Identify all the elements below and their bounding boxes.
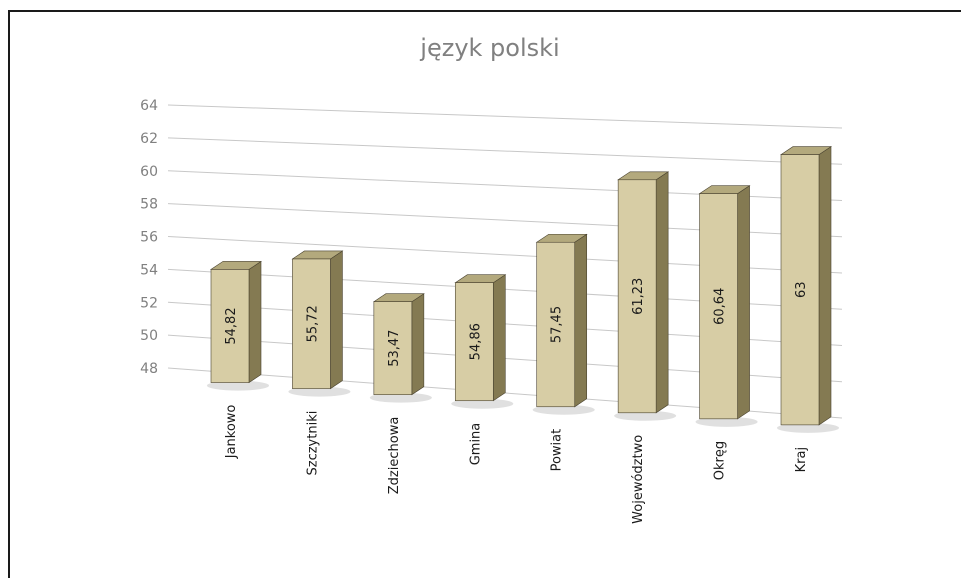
y-tick-label: 56 <box>140 230 158 246</box>
bar: 61,23 <box>614 171 677 421</box>
chart-frame: 48 50 52 54 56 58 60 62 64 54,82 55,72 53,47 54,86 5… <box>8 10 961 578</box>
bar-front <box>617 179 657 414</box>
x-axis-categories: Jankowo Szczytniki Zdziechowa Gmina Powiat Wo… <box>224 405 809 524</box>
bar: 60,64 <box>695 185 758 427</box>
y-tick-label: 50 <box>140 328 158 344</box>
gridline <box>167 137 843 165</box>
bars: 54,82 55,72 53,47 54,86 57,45 61,23 60,64 63 <box>207 146 839 433</box>
bar-value-label: 53,47 <box>387 330 402 367</box>
bar: 54,82 <box>207 260 269 391</box>
bar: 55,72 <box>288 250 351 397</box>
bar-side <box>737 185 750 420</box>
x-category-label: Gmina <box>468 423 483 466</box>
bar-shadow <box>207 380 269 391</box>
bar-front <box>292 258 331 389</box>
bar: 53,47 <box>369 293 432 403</box>
bar-side <box>655 171 669 414</box>
y-tick-label: 64 <box>140 98 158 114</box>
x-category-label: Zdziechowa <box>387 417 402 495</box>
bar: 54,86 <box>451 274 514 409</box>
bar-side <box>818 146 832 426</box>
x-category-label: Okręg <box>713 441 728 480</box>
bar-value-label: 54,82 <box>224 307 239 344</box>
bar-shadow <box>532 404 595 415</box>
bar-shadow <box>288 386 351 397</box>
bar: 57,45 <box>532 233 595 415</box>
bar-side <box>330 250 343 390</box>
x-category-label: Kraj <box>794 447 809 472</box>
bar-front <box>373 301 413 395</box>
gridline <box>167 104 843 129</box>
y-axis-ticks: 48 50 52 54 56 58 60 62 64 <box>140 98 158 377</box>
bar-front <box>536 241 576 408</box>
bar-shadow <box>369 392 432 403</box>
bar-value-label: 60,64 <box>713 288 728 325</box>
x-category-label: Szczytniki <box>305 411 320 476</box>
y-tick-label: 52 <box>140 295 158 311</box>
gridlines <box>167 104 843 419</box>
bar-value-label: 57,45 <box>550 306 565 343</box>
bar-front <box>780 154 820 426</box>
bar-shadow <box>695 416 758 427</box>
bar-shadow <box>777 422 839 433</box>
bar-side <box>411 293 425 396</box>
bar-front <box>454 282 494 402</box>
bar-side <box>248 260 262 384</box>
y-tick-label: 60 <box>140 164 158 180</box>
bar-shadow <box>614 410 677 421</box>
x-category-label: Jankowo <box>224 405 239 460</box>
bar-side <box>574 233 588 408</box>
bar-value-label: 54,86 <box>468 323 483 360</box>
bar-front <box>210 269 250 383</box>
y-tick-label: 54 <box>140 262 158 278</box>
bar-value-label: 55,72 <box>305 305 320 342</box>
x-category-label: Powiat <box>550 429 565 472</box>
bar-front <box>699 193 738 420</box>
bar-value-label: 63 <box>794 281 809 298</box>
chart-title: język polski <box>419 34 559 62</box>
y-tick-label: 58 <box>140 197 158 213</box>
bar-value-label: 61,23 <box>631 278 646 315</box>
x-category-label: Województwo <box>631 435 646 524</box>
y-tick-label: 62 <box>140 131 158 147</box>
bar: 63 <box>777 146 839 433</box>
bar-shadow <box>451 398 514 409</box>
y-tick-label: 48 <box>140 361 158 377</box>
bar-side <box>492 274 506 402</box>
